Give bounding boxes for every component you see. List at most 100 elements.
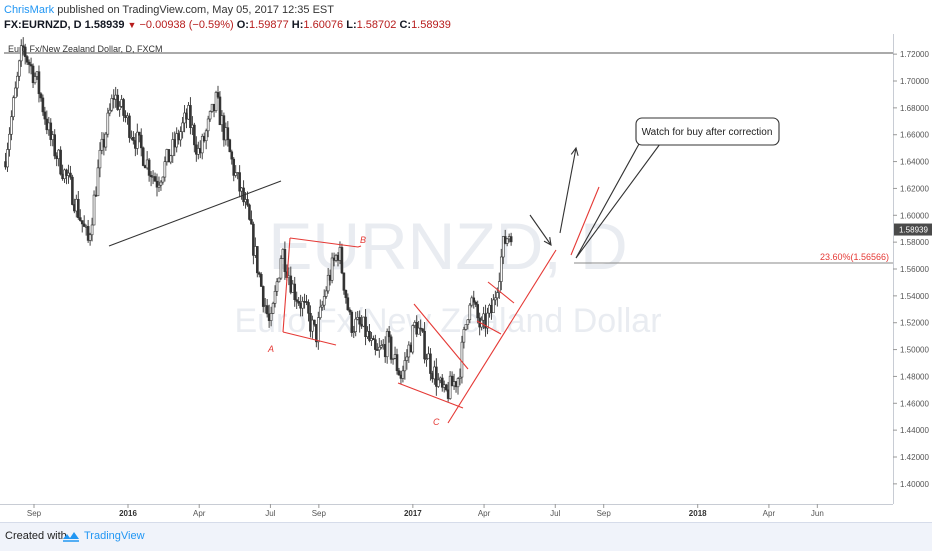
- last-price: 1.58939: [84, 19, 125, 31]
- wave-ab-left-line[interactable]: [282, 237, 291, 333]
- candle-body: [14, 87, 17, 99]
- watermark-name: Euro Fx/New Zealand Dollar: [234, 302, 661, 340]
- author-link[interactable]: ChrisMark: [4, 4, 55, 16]
- candle-body: [27, 61, 31, 65]
- candle-body: [403, 360, 407, 372]
- support-trendline[interactable]: [108, 180, 282, 247]
- candle-body: [157, 184, 161, 188]
- chart-title: Euro Fx/New Zealand Dollar, D, FXCM: [8, 44, 163, 54]
- time-tick-label: Jun: [811, 509, 824, 518]
- candle-body: [92, 194, 96, 226]
- time-tick-label: Jul: [265, 509, 275, 518]
- wave-b-top-line[interactable]: [289, 237, 359, 248]
- low-value: 1.58702: [356, 19, 397, 31]
- time-tick-label: 2016: [119, 509, 137, 518]
- candle-body: [368, 330, 371, 341]
- candle-body: [474, 301, 478, 305]
- price-tick-label: 1.48000: [900, 372, 929, 381]
- candle-body: [494, 297, 497, 301]
- candle-body: [385, 331, 389, 358]
- time-axis[interactable]: Sep 2016 Apr Jul Sep 2017 Apr Jul Sep 2018 Apr Jun: [27, 504, 824, 518]
- candle-body: [437, 379, 440, 387]
- candle-body: [476, 304, 479, 319]
- candle-body: [486, 312, 489, 329]
- candle-body: [405, 356, 409, 361]
- candle-body: [397, 370, 401, 376]
- price-tick-label: 1.50000: [900, 346, 929, 355]
- price-tick-label: 1.40000: [900, 480, 929, 489]
- candle-body: [155, 180, 159, 188]
- candle-body: [423, 330, 426, 360]
- up-arrow[interactable]: [559, 147, 577, 234]
- candle-body: [271, 303, 275, 314]
- candle-body: [193, 124, 196, 146]
- time-tick-label: 2018: [689, 509, 707, 518]
- candle-body: [252, 223, 255, 256]
- candle-body: [265, 305, 269, 315]
- open-label: O:: [236, 19, 249, 31]
- drawings: A B C 23.60%(1.56566) Watch for buy after co…: [108, 117, 893, 427]
- candle-body: [6, 149, 9, 168]
- candle-body: [171, 139, 175, 157]
- ascending-trendline[interactable]: [447, 249, 557, 424]
- candle-body: [98, 149, 102, 169]
- candle-body: [248, 204, 251, 220]
- tradingview-logo-icon[interactable]: [62, 530, 80, 549]
- candle-body: [395, 354, 399, 371]
- candle-body: [324, 290, 328, 297]
- price-axis[interactable]: 1.72000 1.70000 1.68000 1.66000 1.64000 1.620…: [893, 50, 932, 489]
- price-change: −0.00938 (−0.59%): [139, 19, 234, 31]
- candle-body: [8, 133, 11, 150]
- candle-body: [214, 92, 218, 111]
- price-tick-label: 1.62000: [900, 184, 929, 193]
- candle-body: [189, 105, 192, 128]
- price-chart[interactable]: EURNZD, D Euro Fx/New Zealand Dollar Eur…: [0, 34, 932, 520]
- candle-body: [401, 370, 405, 379]
- wave-label-a: A: [267, 344, 274, 354]
- candle-body: [374, 339, 377, 350]
- candle-body: [226, 127, 230, 140]
- candle-body: [39, 93, 43, 99]
- candle-body: [12, 97, 15, 118]
- tradingview-brand-link[interactable]: TradingView: [84, 530, 145, 542]
- flag-lower-line[interactable]: [476, 320, 502, 335]
- publish-text: published on TradingView.com, May 05, 20…: [57, 4, 334, 16]
- wave-c-upper-line[interactable]: [413, 303, 469, 370]
- footer: Created with TradingView: [0, 522, 932, 551]
- wave-label-b: B: [360, 235, 366, 245]
- candle-body: [273, 291, 277, 304]
- candle-body: [411, 325, 415, 353]
- created-with-text: Created with: [5, 530, 67, 542]
- candle-body: [425, 358, 428, 361]
- candle-body: [204, 130, 208, 142]
- candle-body: [458, 376, 462, 379]
- candle-body: [429, 353, 432, 374]
- candle-body: [200, 135, 204, 154]
- wave-b-tick[interactable]: [357, 245, 362, 248]
- ascending-trendline-upper[interactable]: [570, 186, 600, 256]
- candle-body: [141, 147, 145, 166]
- price-tick-label: 1.58000: [900, 238, 929, 247]
- candle-body: [41, 97, 45, 113]
- low-label: L:: [346, 19, 357, 31]
- down-arrow[interactable]: [529, 214, 552, 246]
- flag-upper-line[interactable]: [487, 281, 515, 304]
- callout-box[interactable]: [635, 117, 780, 146]
- candle-body: [137, 131, 141, 136]
- candle-body: [69, 172, 72, 178]
- candle-body: [326, 274, 330, 292]
- candle-body: [21, 45, 25, 48]
- candle-body: [139, 134, 143, 149]
- down-arrow-head: [543, 237, 552, 247]
- candle-body: [216, 92, 220, 98]
- candle-body: [346, 297, 350, 311]
- candle-body: [96, 167, 100, 197]
- candle-body: [147, 159, 151, 176]
- candle-body: [16, 75, 19, 89]
- candle-body: [279, 258, 283, 279]
- wave-c-lower-line[interactable]: [397, 382, 464, 409]
- wave-a-bottom-line[interactable]: [282, 331, 337, 346]
- candle-body: [230, 151, 234, 160]
- candle-body: [417, 327, 420, 335]
- price-tick-label: 1.68000: [900, 104, 929, 113]
